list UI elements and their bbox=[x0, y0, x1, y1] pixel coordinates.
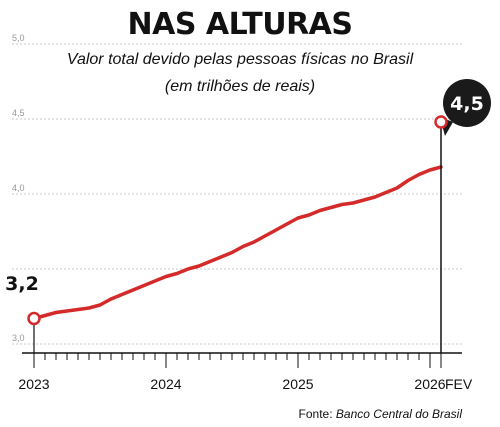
chart-subtitle-line-1: Valor total devido pelas pessoas físicas… bbox=[67, 51, 414, 68]
source-note: Fonte: Banco Central do Brasil bbox=[299, 407, 463, 421]
y-tick-label-4: 5,0 bbox=[12, 33, 25, 43]
end-value-label: 4,5 bbox=[450, 93, 484, 115]
marker-start bbox=[27, 311, 41, 326]
end-callout-bubble bbox=[443, 79, 491, 127]
source-label: Fonte: bbox=[299, 407, 333, 421]
y-axis-ticks: 3,0 4,0 4,5 5,0 bbox=[12, 33, 25, 343]
x-tick-label-0: 2023 bbox=[18, 376, 49, 392]
y-tick-label-3: 4,5 bbox=[12, 108, 25, 118]
grid-lines bbox=[12, 43, 462, 345]
chart-title: NAS ALTURAS bbox=[128, 7, 353, 42]
start-value-label: 3,2 bbox=[5, 273, 39, 295]
y-tick-label-2: 4,0 bbox=[12, 183, 25, 193]
x-tick-label-2: 2025 bbox=[282, 376, 313, 392]
series-line-0 bbox=[32, 165, 443, 321]
series-layer bbox=[32, 165, 443, 321]
source-name: Banco Central do Brasil bbox=[336, 407, 462, 421]
x-tick-label-4: FEV bbox=[445, 376, 473, 392]
chart-subtitle-line-2: (em trilhões de reais) bbox=[165, 78, 315, 95]
marker-end bbox=[434, 115, 448, 129]
x-tick-label-3: 2026 bbox=[414, 376, 445, 392]
annotation-layer: 3,2 4,5 bbox=[5, 79, 491, 353]
x-tick-label-1: 2024 bbox=[150, 376, 181, 392]
x-axis: 2023 2024 2025 2026 FEV bbox=[18, 352, 473, 392]
y-tick-label-0: 3,0 bbox=[12, 333, 25, 343]
